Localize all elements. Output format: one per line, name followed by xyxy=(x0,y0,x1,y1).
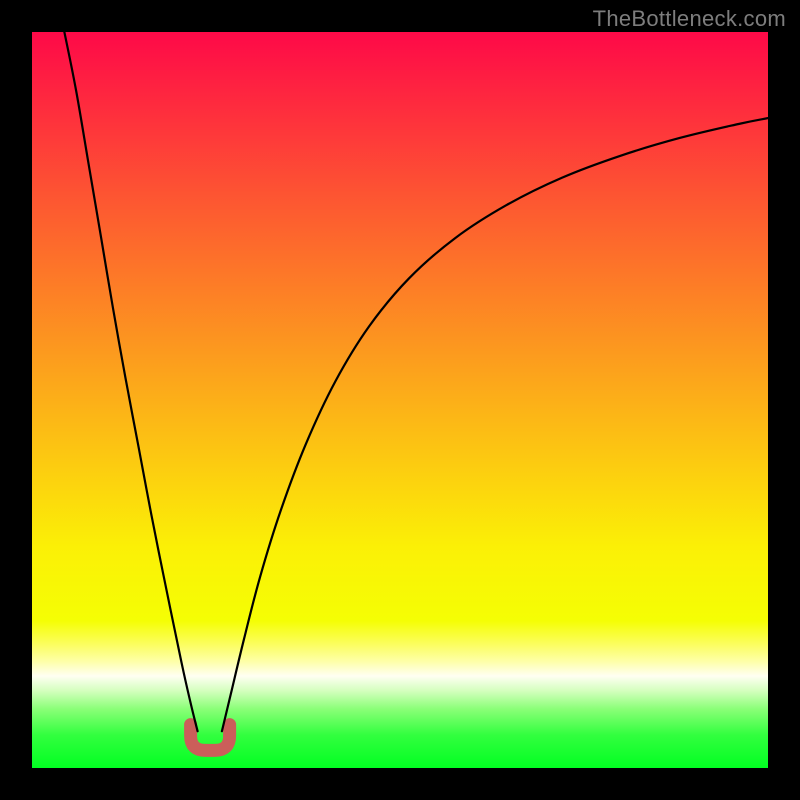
right-curve xyxy=(222,118,768,731)
watermark-text: TheBottleneck.com xyxy=(593,6,786,32)
curve-layer xyxy=(32,32,768,768)
left-curve xyxy=(64,32,197,731)
figure-root: TheBottleneck.com xyxy=(0,0,800,800)
plot-area xyxy=(32,32,768,768)
